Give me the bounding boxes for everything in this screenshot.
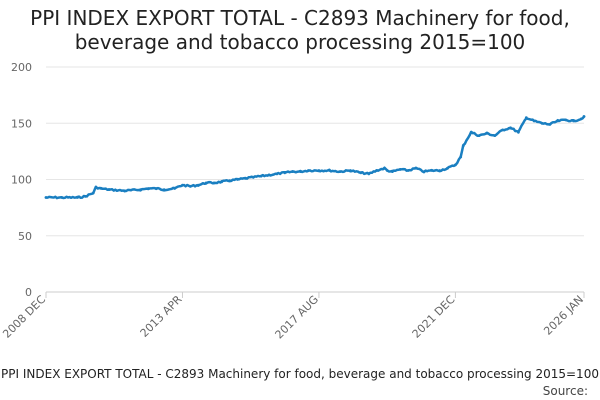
data-point[interactable] — [275, 172, 279, 176]
data-point[interactable] — [259, 174, 263, 178]
y-tick-label: 200 — [11, 61, 32, 74]
data-point[interactable] — [84, 195, 87, 198]
data-point[interactable] — [107, 188, 111, 192]
data-point[interactable] — [493, 134, 497, 138]
data-point[interactable] — [204, 181, 208, 185]
data-point[interactable] — [548, 123, 552, 126]
data-point[interactable] — [236, 178, 240, 181]
x-tick-label: 2013 APR — [138, 293, 185, 340]
data-point[interactable] — [267, 173, 271, 177]
series-line — [44, 115, 586, 200]
data-point[interactable] — [359, 171, 363, 175]
data-point[interactable] — [99, 187, 103, 190]
data-point[interactable] — [540, 121, 544, 125]
y-tick-label: 150 — [11, 117, 32, 130]
data-point[interactable] — [414, 166, 418, 170]
data-point[interactable] — [422, 170, 426, 174]
source-label: Source: — [543, 384, 588, 398]
data-point[interactable] — [244, 177, 247, 180]
data-point[interactable] — [501, 128, 504, 132]
data-point[interactable] — [430, 169, 434, 172]
data-point[interactable] — [220, 180, 224, 184]
data-point[interactable] — [509, 126, 512, 130]
data-point[interactable] — [469, 130, 473, 134]
data-point[interactable] — [60, 196, 64, 199]
data-point[interactable] — [328, 169, 331, 172]
data-point[interactable] — [385, 169, 389, 172]
y-tick-label: 100 — [11, 174, 32, 187]
y-tick-label: 50 — [18, 230, 32, 243]
data-point[interactable] — [173, 187, 177, 190]
data-point[interactable] — [532, 119, 536, 123]
data-point[interactable] — [94, 186, 98, 189]
data-point[interactable] — [383, 166, 386, 170]
data-point[interactable] — [251, 175, 255, 179]
data-point[interactable] — [181, 183, 184, 187]
x-tick-label: 2017 AUG — [273, 293, 322, 342]
data-point[interactable] — [582, 115, 586, 118]
data-point[interactable] — [556, 119, 560, 123]
data-point[interactable] — [438, 169, 442, 172]
data-point[interactable] — [76, 196, 79, 199]
data-point[interactable] — [446, 166, 449, 170]
data-point[interactable] — [162, 188, 166, 192]
data-point[interactable] — [398, 168, 402, 171]
data-point[interactable] — [188, 184, 192, 188]
data-point[interactable] — [291, 170, 295, 174]
data-point[interactable] — [477, 134, 481, 138]
x-tick-label: 2021 DEC — [410, 293, 458, 341]
data-point[interactable] — [517, 130, 520, 134]
y-tick-label: 0 — [25, 286, 32, 299]
data-point[interactable] — [349, 169, 352, 172]
data-point[interactable] — [572, 119, 575, 123]
data-point[interactable] — [485, 132, 489, 135]
data-point[interactable] — [406, 169, 410, 172]
data-point[interactable] — [391, 170, 394, 174]
x-tick-label: 2026 JAN — [541, 293, 586, 338]
data-point[interactable] — [524, 116, 528, 119]
data-point[interactable] — [580, 117, 583, 121]
data-point[interactable] — [454, 163, 457, 167]
data-point[interactable] — [196, 183, 200, 187]
footer-caption: PPI INDEX EXPORT TOTAL - C2893 Machinery… — [1, 367, 599, 381]
y-gridlines — [46, 66, 584, 237]
chart-title-line-1: PPI INDEX EXPORT TOTAL - C2893 Machinery… — [30, 6, 570, 30]
chart-title-line-2: beverage and tobacco processing 2015=100 — [75, 30, 526, 54]
data-point[interactable] — [459, 155, 463, 159]
data-point[interactable] — [228, 179, 232, 183]
data-point[interactable] — [139, 188, 142, 192]
x-tick-label: 2008 DEC — [0, 293, 48, 341]
data-point[interactable] — [147, 187, 150, 190]
data-point[interactable] — [307, 169, 310, 172]
data-point[interactable] — [461, 144, 465, 148]
data-point[interactable] — [283, 171, 287, 175]
data-point[interactable] — [44, 196, 48, 199]
data-point[interactable] — [299, 170, 302, 174]
data-point[interactable] — [338, 170, 342, 174]
data-point[interactable] — [367, 172, 371, 176]
series-layer — [44, 115, 586, 200]
data-point[interactable] — [91, 191, 95, 195]
data-point[interactable] — [564, 118, 567, 122]
x-axis: 2008 DEC 2013 APR 2017 AUG 2021 DEC 2026 JAN — [0, 291, 586, 342]
y-axis-tick-labels: 0 50 100 150 200 — [11, 61, 32, 299]
data-point[interactable] — [154, 187, 158, 190]
data-point[interactable] — [212, 181, 216, 185]
data-point[interactable] — [317, 169, 321, 172]
data-point[interactable] — [123, 189, 127, 193]
data-point[interactable] — [375, 169, 379, 172]
